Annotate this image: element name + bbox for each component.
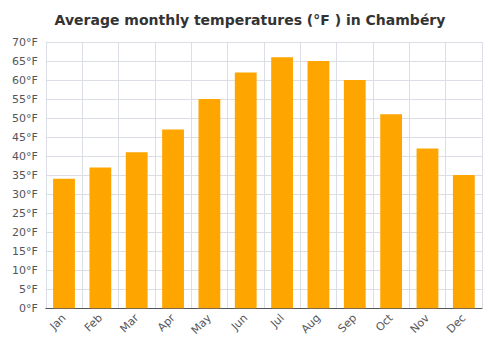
svg-text:Feb: Feb: [82, 312, 105, 335]
svg-text:Oct: Oct: [373, 311, 396, 334]
svg-text:Jan: Jan: [47, 312, 69, 334]
svg-text:Average monthly temperatures (: Average monthly temperatures (°F ) in Ch…: [55, 12, 446, 28]
svg-text:Sep: Sep: [336, 312, 360, 336]
svg-text:40°F: 40°F: [12, 150, 38, 163]
svg-text:Mar: Mar: [117, 311, 141, 335]
svg-text:5°F: 5°F: [19, 283, 38, 296]
svg-text:Apr: Apr: [155, 311, 178, 334]
svg-text:55°F: 55°F: [12, 93, 38, 106]
svg-text:35°F: 35°F: [12, 169, 38, 182]
svg-text:0°F: 0°F: [19, 302, 38, 315]
svg-text:30°F: 30°F: [12, 188, 38, 201]
svg-text:Nov: Nov: [408, 311, 433, 336]
svg-text:25°F: 25°F: [12, 207, 38, 220]
svg-text:Jul: Jul: [267, 312, 286, 331]
svg-text:70°F: 70°F: [12, 36, 38, 49]
svg-text:15°F: 15°F: [12, 245, 38, 258]
svg-text:65°F: 65°F: [12, 55, 38, 68]
svg-text:50°F: 50°F: [12, 112, 38, 125]
svg-text:10°F: 10°F: [12, 264, 38, 277]
svg-text:Aug: Aug: [299, 312, 323, 336]
svg-text:Jun: Jun: [228, 312, 250, 334]
svg-text:60°F: 60°F: [12, 74, 38, 87]
svg-text:20°F: 20°F: [12, 226, 38, 239]
svg-text:Dec: Dec: [444, 312, 468, 336]
svg-text:45°F: 45°F: [12, 131, 38, 144]
svg-text:May: May: [189, 311, 215, 337]
